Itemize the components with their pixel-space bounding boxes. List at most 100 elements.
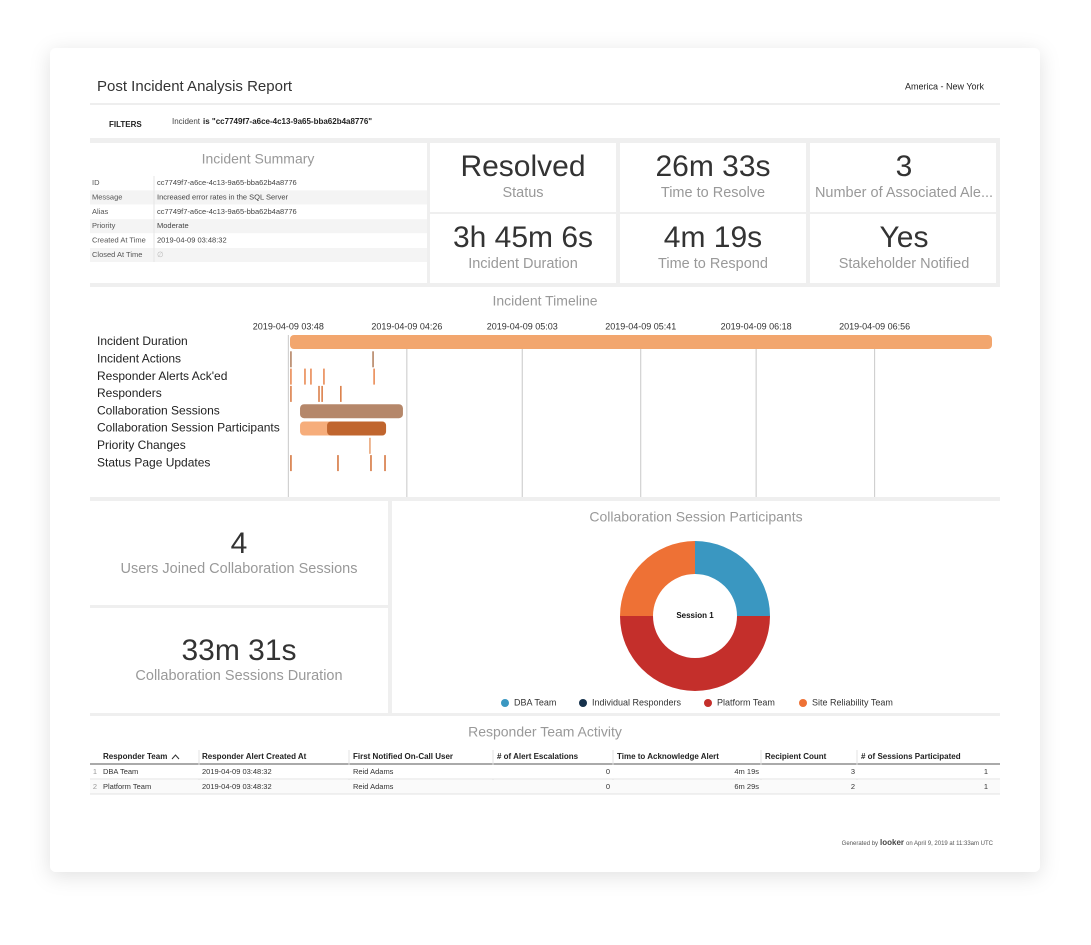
summary-value: Increased error rates in the SQL Server [157, 192, 289, 201]
summary-row-shade [90, 219, 427, 234]
x-tick-label: 2019-04-09 05:03 [487, 321, 558, 331]
table-cell: Reid Adams [353, 782, 394, 791]
legend-swatch [579, 699, 587, 707]
legend-label: Individual Responders [592, 697, 682, 707]
timeline-row-label: Incident Duration [97, 334, 188, 348]
legend-label: DBA Team [514, 697, 556, 707]
legend-label: Site Reliability Team [812, 697, 893, 707]
summary-label: Priority [92, 221, 116, 230]
x-tick-label: 2019-04-09 06:18 [721, 321, 792, 331]
table-cell: 0 [606, 782, 610, 791]
timeline-event [290, 385, 292, 402]
row-index: 1 [93, 767, 97, 776]
summary-value: Moderate [157, 221, 189, 230]
tile-label: Status [502, 185, 543, 201]
table-row [90, 780, 1000, 794]
chart-title: Collaboration Session Participants [589, 509, 802, 525]
table-header: Recipient Count [765, 752, 827, 761]
table-header: Responder Alert Created At [202, 752, 307, 761]
timeline-event [290, 368, 292, 385]
tile-value: 33m 31s [181, 634, 296, 667]
timezone: America - New York [905, 81, 985, 91]
table-header: Responder Team [103, 752, 167, 761]
summary-label: ID [92, 178, 100, 187]
panel [620, 143, 806, 212]
timeline-event [321, 385, 323, 402]
summary-title: Incident Summary [202, 151, 315, 167]
table-cell: 4m 19s [734, 767, 759, 776]
donut-slice [620, 541, 695, 616]
tile-label: Incident Duration [468, 256, 578, 272]
tile-label: Users Joined Collaboration Sessions [121, 561, 358, 577]
table-cell: 6m 29s [734, 782, 759, 791]
timeline-span [290, 335, 992, 349]
tile-value: 4 [231, 527, 248, 560]
table-cell: Reid Adams [353, 767, 394, 776]
panel [430, 214, 616, 283]
tile-value: Yes [880, 221, 929, 254]
legend-label: Platform Team [717, 697, 775, 707]
donut-slice [620, 616, 770, 691]
timeline-event [340, 385, 342, 402]
table-header: Time to Acknowledge Alert [617, 752, 719, 761]
timeline-event [290, 351, 292, 368]
table-cell: 2019-04-09 03:48:32 [202, 767, 272, 776]
timeline-event [337, 455, 339, 472]
table-header: # of Alert Escalations [497, 752, 579, 761]
summary-label: Created At Time [92, 236, 146, 245]
summary-label: Closed At Time [92, 250, 142, 259]
timeline-row-label: Collaboration Session Participants [97, 421, 280, 435]
table-cell: 0 [606, 767, 610, 776]
timeline-event [318, 385, 320, 402]
panel [810, 143, 996, 212]
timeline-event [290, 455, 292, 472]
table-title: Responder Team Activity [468, 724, 622, 740]
footer-suffix: on April 9, 2019 at 11:33am UTC [906, 841, 994, 847]
footer: Generated by looker on April 9, 2019 at 11… [842, 838, 994, 847]
x-tick-label: 2019-04-09 03:48 [253, 321, 324, 331]
tile-label: Stakeholder Notified [839, 256, 970, 272]
timeline-event [370, 455, 372, 472]
table-cell: DBA Team [103, 767, 138, 776]
table-cell: 3 [851, 767, 855, 776]
donut-slice [695, 541, 770, 616]
table-header: # of Sessions Participated [861, 752, 961, 761]
legend-swatch [501, 699, 509, 707]
summary-value: cc7749f7-a6ce-4c13-9a65-bba62b4a8776 [157, 178, 297, 187]
tile-value: 26m 33s [655, 150, 770, 183]
chart-title: Incident Timeline [492, 293, 597, 309]
x-tick-label: 2019-04-09 05:41 [605, 321, 676, 331]
timeline-event [372, 351, 374, 368]
timeline-event [304, 368, 306, 385]
report-title: Post Incident Analysis Report [97, 78, 293, 95]
tile-label: Number of Associated Ale... [815, 185, 993, 201]
summary-value: 2019-04-09 03:48:32 [157, 236, 227, 245]
summary-row-shade [90, 248, 427, 262]
timeline-row-label: Responder Alerts Ack'ed [97, 369, 227, 383]
donut-center-label: Session 1 [676, 611, 714, 620]
table-cell: 1 [984, 767, 988, 776]
legend-swatch [799, 699, 807, 707]
tile-value: 3h 45m 6s [453, 221, 593, 254]
row-index: 2 [93, 782, 97, 791]
x-tick-label: 2019-04-09 04:26 [371, 321, 442, 331]
timeline-event [373, 368, 375, 385]
legend-swatch [704, 699, 712, 707]
summary-label: Alias [92, 207, 109, 216]
tile-value: Resolved [460, 150, 585, 183]
timeline-span [300, 404, 403, 419]
filter-condition: is "cc7749f7-a6ce-4c13-9a65-bba62b4a8776… [203, 117, 372, 126]
table-cell: 2 [851, 782, 855, 791]
summary-value: ∅ [157, 250, 164, 259]
panel [430, 143, 616, 212]
table-cell: 2019-04-09 03:48:32 [202, 782, 272, 791]
timeline-span [327, 421, 387, 436]
panel [90, 501, 388, 605]
timeline-event [323, 368, 325, 385]
timeline-event [384, 455, 386, 472]
timeline-row-label: Status Page Updates [97, 455, 210, 469]
summary-label: Message [92, 192, 122, 201]
tile-value: 3 [896, 150, 913, 183]
tile-value: 4m 19s [664, 221, 762, 254]
tile-label: Time to Resolve [661, 185, 765, 201]
